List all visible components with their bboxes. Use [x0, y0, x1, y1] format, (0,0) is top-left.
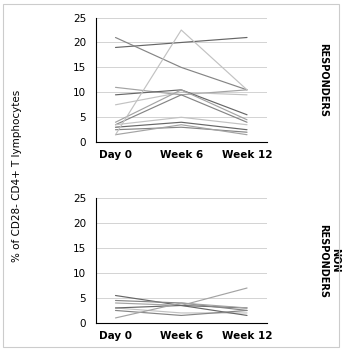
Text: NON
RESPONDERS: NON RESPONDERS	[318, 224, 340, 298]
Text: % of CD28- CD4+ T lymphocytes: % of CD28- CD4+ T lymphocytes	[12, 90, 22, 261]
Text: RESPONDERS: RESPONDERS	[318, 43, 328, 117]
